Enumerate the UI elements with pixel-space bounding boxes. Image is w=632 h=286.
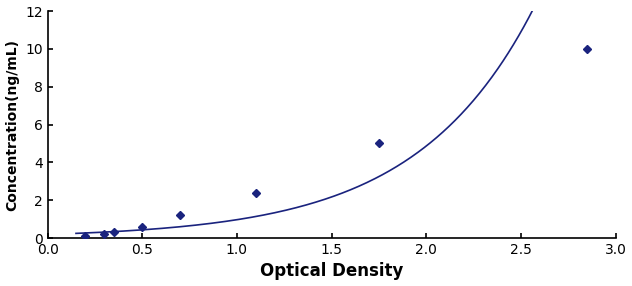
Y-axis label: Concentration(ng/mL): Concentration(ng/mL) bbox=[6, 39, 20, 210]
X-axis label: Optical Density: Optical Density bbox=[260, 263, 403, 281]
